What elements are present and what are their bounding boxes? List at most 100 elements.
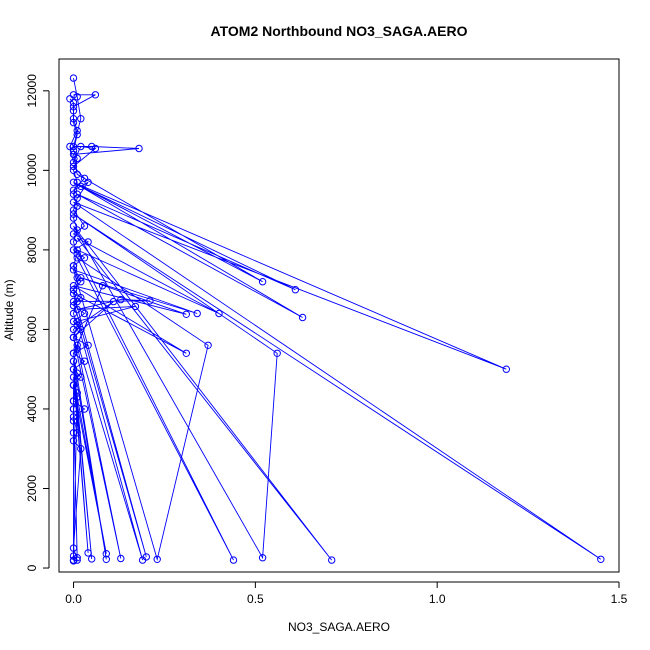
data-point bbox=[73, 345, 81, 353]
data-point bbox=[69, 544, 78, 552]
data-point bbox=[69, 107, 78, 115]
data-point bbox=[80, 357, 89, 365]
data-point bbox=[117, 554, 125, 563]
data-point bbox=[91, 144, 100, 153]
data-point bbox=[258, 554, 267, 562]
y-tick-label: 12000 bbox=[25, 74, 39, 108]
data-point bbox=[69, 222, 78, 230]
y-tick-label: 4000 bbox=[25, 395, 39, 422]
data-point bbox=[69, 397, 78, 405]
data-point bbox=[146, 297, 154, 305]
data-point bbox=[109, 297, 118, 306]
data-point bbox=[153, 555, 161, 563]
y-axis-label: Altitude (m) bbox=[2, 279, 16, 340]
series-layer bbox=[66, 74, 605, 565]
data-point bbox=[69, 357, 78, 365]
data-point bbox=[131, 302, 140, 311]
data-point bbox=[69, 373, 78, 381]
data-point bbox=[69, 405, 78, 413]
data-point bbox=[69, 99, 78, 107]
data-point bbox=[84, 178, 92, 187]
x-tick-label: 1.5 bbox=[611, 592, 628, 606]
data-point bbox=[215, 309, 223, 318]
data-point bbox=[69, 146, 78, 155]
data-point bbox=[69, 381, 78, 389]
data-point bbox=[73, 194, 81, 202]
data-point bbox=[69, 325, 78, 334]
data-point bbox=[80, 309, 89, 318]
data-point bbox=[73, 369, 81, 377]
y-tick-label: 6000 bbox=[25, 316, 39, 343]
data-series-3 bbox=[66, 95, 81, 437]
data-point bbox=[69, 317, 78, 326]
data-point bbox=[69, 301, 78, 310]
data-point bbox=[69, 309, 78, 318]
x-axis-label: NO3_SAGA.AERO bbox=[288, 620, 390, 634]
data-point bbox=[73, 305, 81, 314]
data-point bbox=[258, 278, 267, 286]
data-point bbox=[69, 262, 78, 270]
data-point bbox=[80, 222, 89, 230]
data-point bbox=[138, 556, 147, 564]
data-point bbox=[135, 144, 143, 153]
data-point bbox=[182, 349, 191, 357]
data-point bbox=[69, 349, 78, 357]
data-point bbox=[69, 190, 78, 198]
data-point bbox=[69, 552, 78, 560]
data-point bbox=[69, 365, 78, 373]
data-point bbox=[77, 115, 85, 123]
data-point bbox=[69, 158, 78, 167]
x-tick-label: 1.0 bbox=[429, 592, 446, 606]
data-point bbox=[273, 349, 281, 357]
data-point bbox=[182, 310, 191, 318]
data-point bbox=[73, 93, 81, 101]
data-point bbox=[69, 557, 78, 565]
data-point bbox=[597, 555, 605, 563]
data-point bbox=[69, 206, 78, 214]
y-tick-label: 8000 bbox=[25, 236, 39, 263]
data-point bbox=[73, 393, 81, 401]
data-point bbox=[73, 130, 81, 139]
chart-title: ATOM2 Northbound NO3_SAGA.AERO bbox=[211, 23, 468, 39]
data-point bbox=[73, 226, 81, 234]
data-point bbox=[69, 238, 78, 246]
data-point bbox=[117, 295, 125, 304]
data-point bbox=[328, 556, 336, 564]
data-point bbox=[77, 142, 85, 151]
x-tick-label: 0.5 bbox=[247, 592, 264, 606]
data-point bbox=[80, 254, 89, 262]
data-point bbox=[502, 365, 510, 373]
data-point bbox=[69, 74, 78, 82]
data-point bbox=[69, 166, 78, 175]
y-axis: 0 2000 4000 6000 8000 10000 12000 bbox=[25, 74, 50, 571]
data-point bbox=[73, 154, 81, 163]
data-point bbox=[298, 313, 307, 322]
data-point bbox=[69, 214, 78, 222]
data-point bbox=[69, 118, 78, 127]
data-point bbox=[69, 198, 78, 206]
data-point bbox=[69, 230, 78, 238]
data-point bbox=[80, 405, 89, 413]
data-point bbox=[84, 341, 92, 349]
data-point bbox=[77, 445, 85, 453]
data-point bbox=[69, 286, 78, 294]
data-point bbox=[73, 202, 81, 210]
data-point bbox=[229, 556, 238, 564]
data-point bbox=[69, 333, 78, 342]
data-point bbox=[73, 321, 81, 330]
data-point bbox=[69, 178, 78, 187]
data-point bbox=[98, 282, 107, 290]
data-point bbox=[84, 549, 92, 557]
data-point bbox=[73, 297, 81, 306]
series-line bbox=[72, 78, 602, 562]
x-tick-label: 0.0 bbox=[65, 592, 82, 606]
data-point bbox=[69, 246, 78, 254]
plot-frame bbox=[58, 58, 620, 573]
y-tick-label: 0 bbox=[25, 564, 39, 571]
data-point bbox=[69, 437, 78, 445]
data-point bbox=[204, 341, 212, 349]
data-point bbox=[91, 91, 100, 99]
data-point bbox=[73, 250, 81, 258]
